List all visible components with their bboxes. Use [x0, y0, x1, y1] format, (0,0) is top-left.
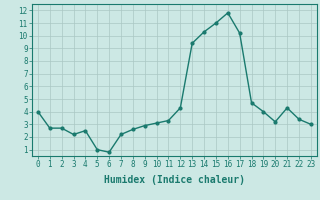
X-axis label: Humidex (Indice chaleur): Humidex (Indice chaleur)	[104, 175, 245, 185]
